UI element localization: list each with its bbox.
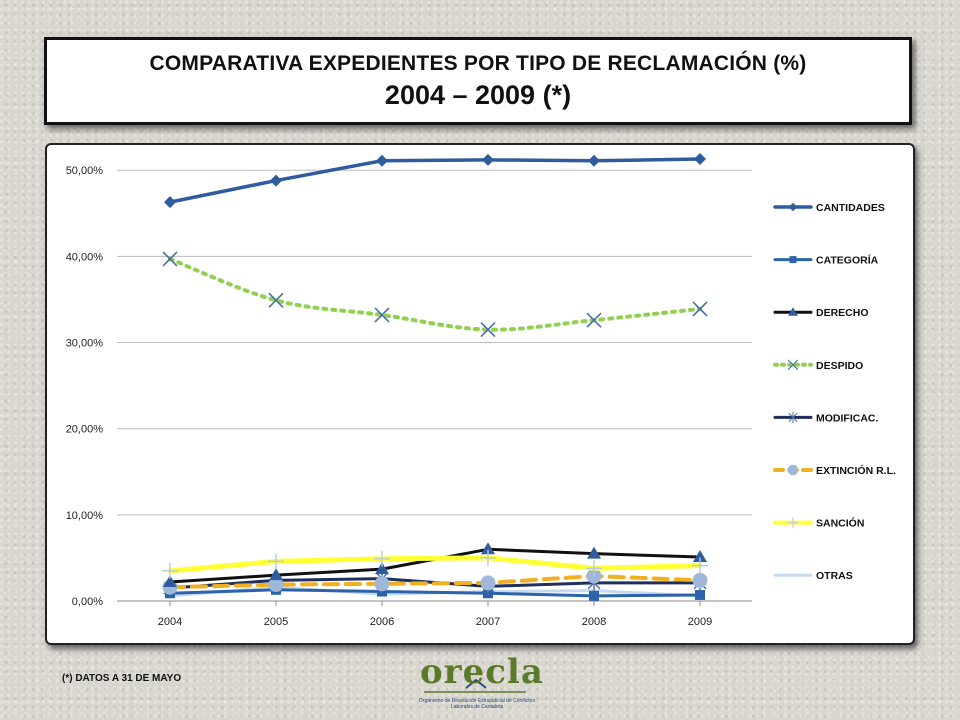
series-line-despido bbox=[168, 256, 702, 332]
data-point-despido bbox=[480, 322, 496, 338]
data-point-extinci-n-r-l bbox=[374, 576, 390, 592]
series-line-extinci-n-r-l bbox=[168, 574, 702, 590]
y-tick-label: 10,00% bbox=[66, 510, 104, 522]
x-tick-label: 2004 bbox=[158, 616, 182, 628]
legend-marker-despido bbox=[787, 359, 799, 371]
legend-marker-modificac bbox=[788, 411, 798, 423]
data-point-derecho bbox=[163, 575, 177, 588]
footnote: (*) DATOS A 31 DE MAYO bbox=[62, 673, 182, 684]
legend-label-otras: OTRAS bbox=[816, 570, 853, 582]
line-chart: 0,00% 10,00% 20,00% 30,00% 40,00% 50,00% 2004 2… bbox=[66, 153, 896, 628]
legend-label-categor-a: CATEGORÍA bbox=[816, 254, 879, 267]
data-point-despido bbox=[586, 312, 602, 328]
chart-panel: 0,00% 10,00% 20,00% 30,00% 40,00% 50,00% 2004 2… bbox=[45, 143, 915, 645]
data-point-categor-a bbox=[589, 590, 599, 601]
legend-label-modificac: MODIFICAC. bbox=[816, 412, 878, 424]
data-point-cantidades bbox=[694, 153, 706, 166]
data-point-despido bbox=[374, 307, 390, 323]
x-tick-label: 2009 bbox=[688, 616, 712, 628]
y-tick-label: 50,00% bbox=[66, 165, 104, 177]
legend-marker-sanci-n bbox=[787, 516, 799, 529]
legend-marker-categor-a bbox=[789, 256, 797, 264]
data-point-sanci-n bbox=[692, 557, 708, 574]
data-point-sanci-n bbox=[480, 549, 496, 566]
data-point-cantidades bbox=[164, 196, 176, 209]
series-line-categor-a bbox=[168, 588, 702, 598]
data-point-sanci-n bbox=[162, 562, 178, 579]
x-tick-label: 2005 bbox=[264, 616, 288, 628]
data-point-extinci-n-r-l bbox=[268, 577, 284, 593]
data-point-derecho bbox=[587, 546, 601, 559]
data-point-sanci-n bbox=[586, 560, 602, 577]
data-point-derecho bbox=[481, 542, 495, 555]
data-point-derecho bbox=[693, 550, 707, 563]
data-point-extinci-n-r-l bbox=[692, 572, 708, 588]
data-point-cantidades bbox=[376, 154, 388, 167]
data-point-categor-a bbox=[377, 586, 387, 597]
x-tick-label: 2006 bbox=[370, 616, 394, 628]
y-tick-label: 40,00% bbox=[66, 251, 104, 263]
data-point-extinci-n-r-l bbox=[480, 575, 496, 591]
legend-label-sanci-n: SANCIÓN bbox=[816, 517, 864, 530]
data-point-cantidades bbox=[270, 174, 282, 187]
x-tick-label: 2007 bbox=[476, 616, 500, 628]
y-tick-label: 30,00% bbox=[66, 338, 104, 350]
y-tick-label: 0,00% bbox=[72, 596, 103, 608]
data-point-despido bbox=[692, 301, 708, 317]
data-point-despido bbox=[268, 292, 284, 308]
series-line-sanci-n bbox=[167, 555, 703, 574]
data-point-cantidades bbox=[482, 153, 494, 166]
legend-marker-derecho bbox=[788, 307, 798, 316]
legend-label-cantidades: CANTIDADES bbox=[816, 202, 885, 214]
data-point-despido bbox=[162, 251, 178, 267]
legend-label-despido: DESPIDO bbox=[816, 360, 863, 372]
title-box: COMPARATIVA EXPEDIENTES POR TIPO DE RECL… bbox=[44, 37, 912, 125]
data-point-derecho bbox=[269, 568, 283, 581]
data-point-derecho bbox=[375, 562, 389, 575]
data-point-sanci-n bbox=[268, 553, 284, 570]
series-line-cantidades bbox=[168, 157, 702, 204]
data-point-sanci-n bbox=[374, 550, 390, 567]
data-point-categor-a bbox=[695, 589, 705, 600]
chart-title: COMPARATIVA EXPEDIENTES POR TIPO DE RECL… bbox=[149, 52, 807, 75]
legend-label-derecho: DERECHO bbox=[816, 307, 869, 319]
data-point-cantidades bbox=[588, 154, 600, 167]
orecla-logo: orecla Organismo de Resolución Extrajudi… bbox=[414, 652, 543, 718]
chart-subtitle: 2004 – 2009 (*) bbox=[384, 80, 572, 110]
x-tick-label: 2008 bbox=[582, 616, 606, 628]
legend-label-extinci-n-r-l: EXTINCIÓN R.L. bbox=[816, 464, 896, 477]
y-tick-label: 20,00% bbox=[66, 424, 104, 436]
logo-subtitle: Organismo de Resolución Extrajudicial de… bbox=[418, 698, 536, 710]
legend-marker-extinci-n-r-l bbox=[787, 464, 799, 476]
legend-marker-cantidades bbox=[788, 202, 798, 212]
logo-text: orecla bbox=[420, 652, 544, 692]
